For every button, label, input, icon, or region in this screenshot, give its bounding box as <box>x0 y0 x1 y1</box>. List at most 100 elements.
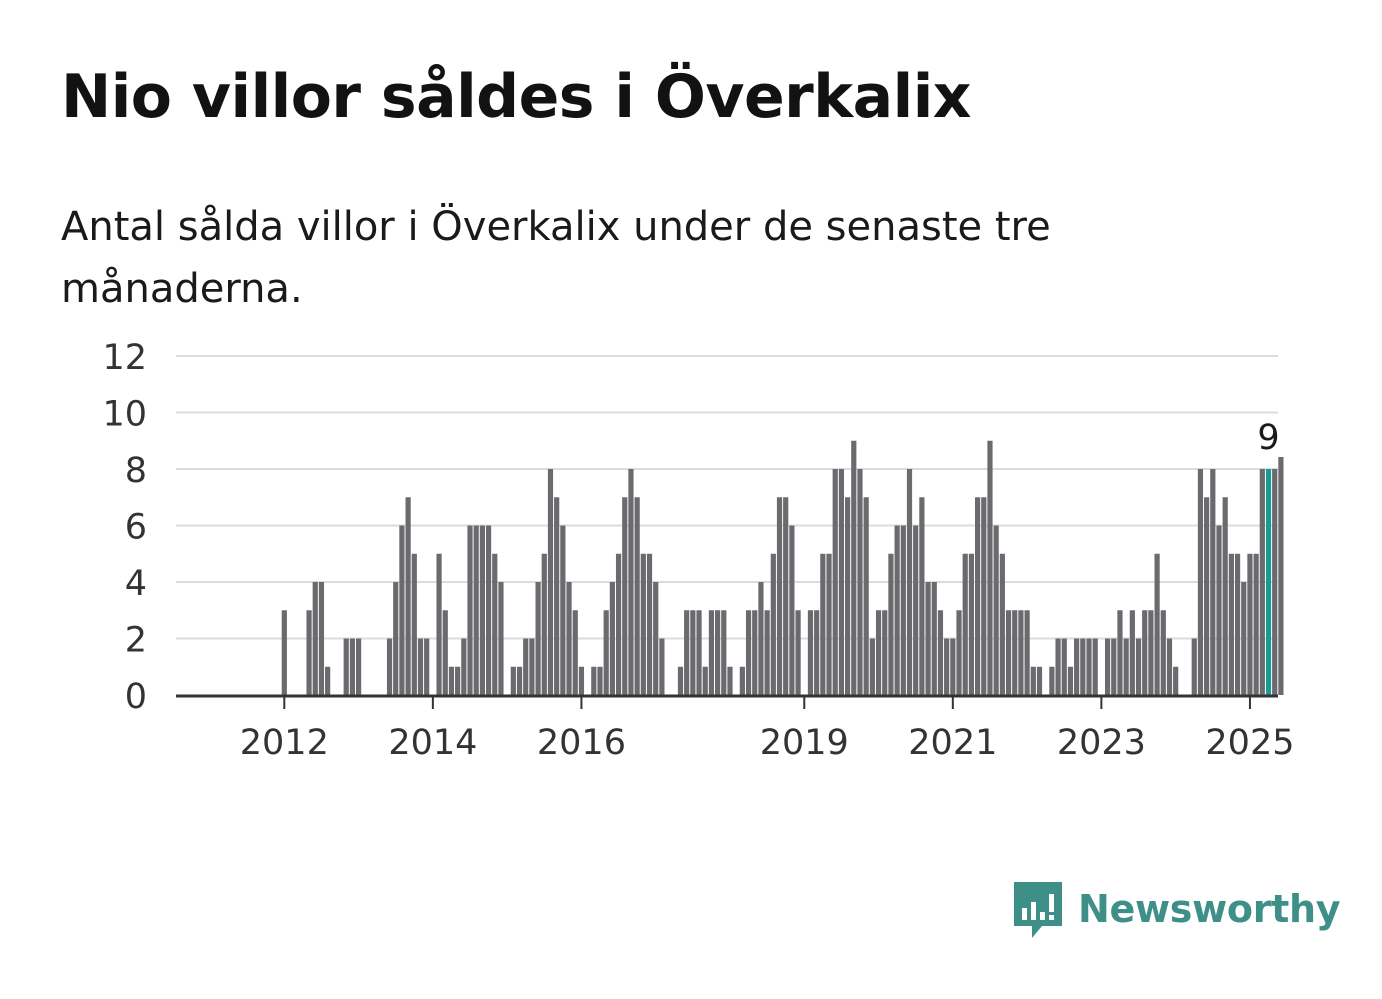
bar <box>1278 440 1284 695</box>
bar <box>343 638 349 695</box>
bar <box>349 638 355 695</box>
bar <box>832 469 838 695</box>
y-tick-label: 4 <box>125 564 147 604</box>
bar <box>919 497 925 695</box>
x-tick-label: 2016 <box>537 723 626 763</box>
bar <box>1142 610 1148 695</box>
y-tick-label: 8 <box>125 451 147 491</box>
bar <box>783 497 789 695</box>
bar <box>1005 610 1012 695</box>
bar <box>1018 610 1024 695</box>
bar <box>659 638 665 695</box>
bar <box>1253 553 1259 695</box>
bar <box>436 553 442 695</box>
bar <box>1154 553 1160 695</box>
bar <box>894 525 900 695</box>
bar <box>578 666 585 695</box>
bar <box>355 638 362 695</box>
bar <box>863 497 869 695</box>
bar <box>974 497 981 695</box>
bar <box>485 525 492 695</box>
bar <box>399 525 405 695</box>
bar <box>1086 638 1092 695</box>
bar <box>281 610 287 695</box>
bar <box>764 610 770 695</box>
x-tick-label: 2021 <box>908 723 997 763</box>
bar <box>925 582 931 695</box>
x-tick-label: 2025 <box>1205 723 1294 763</box>
bar <box>727 666 733 695</box>
bar <box>1055 638 1061 695</box>
x-tick-label: 2019 <box>760 723 849 763</box>
bar <box>937 610 944 695</box>
bar <box>498 582 504 695</box>
chart-title: Nio villor såldes i Överkalix <box>61 62 972 132</box>
bar <box>479 525 485 695</box>
bar <box>1191 638 1197 695</box>
bar <box>572 610 578 695</box>
bar <box>529 638 535 695</box>
bar <box>1067 666 1074 695</box>
bar <box>461 638 467 695</box>
bar <box>547 469 554 695</box>
bar <box>634 497 640 695</box>
bar <box>405 497 411 695</box>
bar <box>993 525 999 695</box>
bar <box>845 497 851 695</box>
bar <box>789 525 795 695</box>
bar <box>739 666 745 695</box>
bar <box>1135 638 1142 695</box>
bar <box>1173 666 1179 695</box>
bar <box>1216 525 1222 695</box>
bar <box>640 553 646 695</box>
bar <box>566 582 572 695</box>
bar <box>795 610 801 695</box>
bar <box>1030 666 1036 695</box>
bar <box>1234 553 1241 695</box>
newsworthy-logo-icon <box>1014 882 1062 938</box>
bar <box>950 638 956 695</box>
bar <box>591 666 597 695</box>
bar <box>467 525 473 695</box>
bar <box>1080 638 1086 695</box>
bar <box>1241 582 1247 695</box>
bar <box>987 440 993 695</box>
bar <box>1036 666 1043 695</box>
bar <box>820 553 826 695</box>
bar <box>1160 610 1166 695</box>
x-tick-label: 2023 <box>1057 723 1146 763</box>
bar <box>900 525 906 695</box>
bar <box>1092 638 1098 695</box>
bar <box>956 610 962 695</box>
bar <box>516 666 523 695</box>
bar <box>312 582 318 695</box>
x-tick-label: 2012 <box>240 723 329 763</box>
bar <box>826 553 832 695</box>
bar <box>888 553 894 695</box>
bar <box>715 610 721 695</box>
bar <box>690 610 696 695</box>
bar <box>417 638 424 695</box>
bar <box>1111 638 1117 695</box>
bar <box>597 666 603 695</box>
bar <box>968 553 974 695</box>
bar <box>1074 638 1080 695</box>
bar <box>677 666 684 695</box>
bar <box>807 610 814 695</box>
bar <box>510 666 516 695</box>
bar <box>708 610 715 695</box>
bar <box>628 469 634 695</box>
chart-subtitle: Antal sålda villor i Överkalix under de … <box>61 204 1051 312</box>
bar <box>1061 638 1067 695</box>
bar <box>306 610 312 695</box>
highlight-bar <box>1265 469 1272 695</box>
bar <box>696 610 702 695</box>
bar <box>646 553 653 695</box>
bar <box>1148 610 1154 695</box>
bar <box>999 553 1005 695</box>
bar <box>1204 497 1210 695</box>
bar <box>1272 469 1278 695</box>
bar <box>851 440 857 695</box>
y-tick-label: 10 <box>102 395 147 435</box>
bar <box>325 666 331 695</box>
